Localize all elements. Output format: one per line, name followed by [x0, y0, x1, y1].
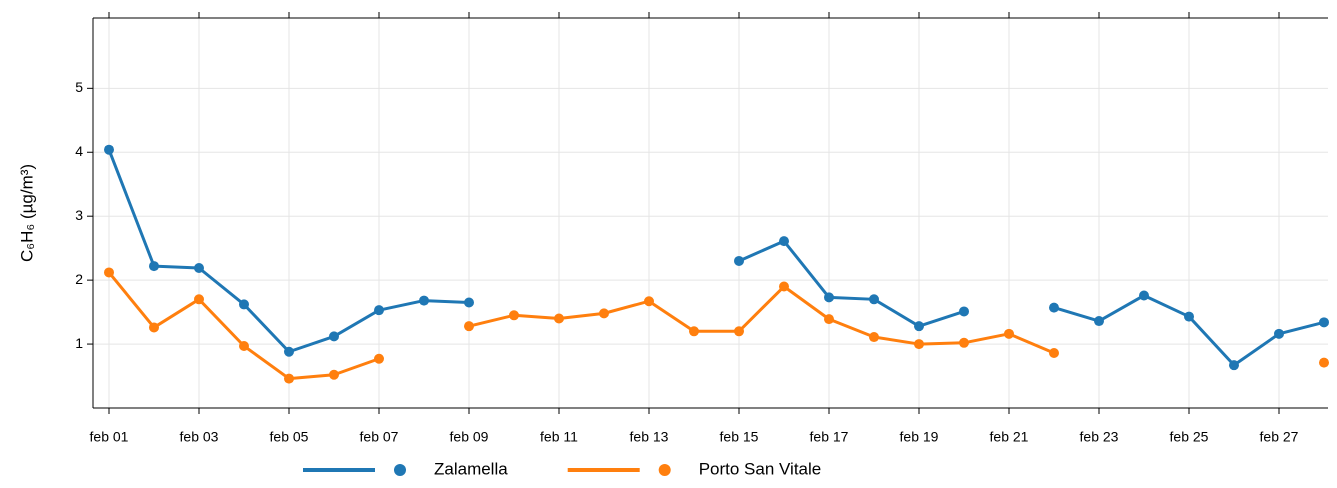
- y-tick-label: 4: [75, 143, 83, 159]
- data-point: [1049, 302, 1059, 313]
- data-point: [239, 299, 249, 310]
- data-point: [1004, 328, 1014, 339]
- x-tick-label: feb 27: [1260, 429, 1299, 445]
- data-point: [779, 281, 789, 292]
- data-point: [1094, 316, 1104, 327]
- x-tick-label: feb 09: [450, 429, 489, 445]
- data-point: [104, 267, 114, 278]
- y-tick-label: 2: [75, 271, 83, 287]
- data-point: [824, 314, 834, 325]
- y-tick-label: 1: [75, 335, 83, 351]
- data-point: [284, 346, 294, 357]
- data-point: [329, 331, 339, 342]
- legend-dot: [394, 464, 406, 476]
- data-point: [959, 306, 969, 317]
- x-tick-label: feb 19: [900, 429, 939, 445]
- data-point: [599, 308, 609, 319]
- data-point: [329, 369, 339, 380]
- data-point: [194, 262, 204, 273]
- data-point: [914, 321, 924, 332]
- data-point: [824, 292, 834, 303]
- data-point: [914, 339, 924, 350]
- data-point: [464, 297, 474, 308]
- data-point: [1139, 290, 1149, 301]
- legend-label: Zalamella: [434, 459, 508, 478]
- data-point: [1184, 311, 1194, 322]
- data-point: [239, 340, 249, 351]
- data-point: [959, 337, 969, 348]
- series-line: [107, 149, 1325, 367]
- data-point: [734, 326, 744, 337]
- data-point: [869, 332, 879, 343]
- x-tick-label: feb 07: [360, 429, 399, 445]
- x-tick-label: feb 13: [630, 429, 669, 445]
- data-point: [419, 295, 429, 306]
- x-tick-label: feb 11: [540, 429, 578, 445]
- data-point: [104, 144, 114, 155]
- x-tick-label: feb 25: [1170, 429, 1209, 445]
- data-point: [149, 322, 159, 333]
- series-line: [109, 272, 1324, 378]
- x-tick-label: feb 17: [810, 429, 849, 445]
- data-point: [464, 321, 474, 332]
- legend: Zalamella Porto San Vitale: [303, 459, 821, 478]
- data-point: [1229, 360, 1239, 371]
- x-tick-label: feb 21: [990, 429, 1029, 445]
- data-point: [1274, 328, 1284, 339]
- data-point: [644, 296, 654, 307]
- data-point: [194, 294, 204, 305]
- data-point: [554, 313, 564, 324]
- x-tick-label: feb 01: [90, 429, 129, 445]
- data-point: [869, 294, 879, 305]
- data-point: [374, 353, 384, 364]
- y-tick-label: 5: [75, 79, 83, 95]
- x-tick-label: feb 05: [270, 429, 309, 445]
- data-point: [374, 305, 384, 316]
- y-tick-label: 3: [75, 207, 83, 223]
- x-tick-label: feb 23: [1080, 429, 1119, 445]
- x-tick-label: feb 15: [720, 429, 759, 445]
- data-point: [284, 373, 294, 384]
- data-point: [1319, 357, 1329, 368]
- data-point: [734, 255, 744, 266]
- data-point: [509, 310, 519, 321]
- legend-dot: [658, 464, 671, 476]
- data-point: [689, 326, 699, 337]
- data-point: [1319, 317, 1329, 328]
- x-tick-label: feb 03: [180, 429, 219, 445]
- data-point: [149, 261, 159, 272]
- legend-label: Porto San Vitale: [699, 459, 822, 478]
- data-point: [779, 236, 789, 247]
- data-point: [1049, 348, 1059, 359]
- y-axis-label: C₆H₆ (µg/m³): [17, 164, 36, 262]
